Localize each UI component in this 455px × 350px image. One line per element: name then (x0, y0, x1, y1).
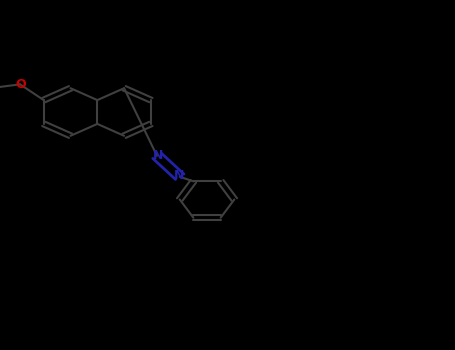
Text: N: N (174, 169, 184, 182)
Text: O: O (15, 78, 26, 91)
Text: N: N (153, 148, 163, 162)
